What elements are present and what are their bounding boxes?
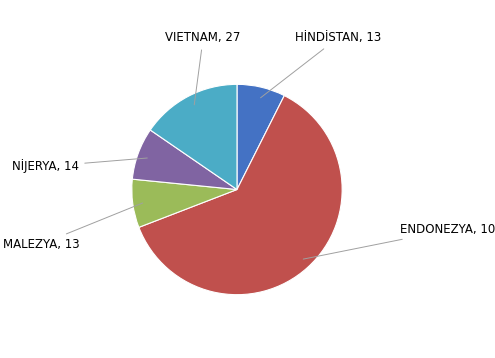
Wedge shape xyxy=(139,96,342,295)
Wedge shape xyxy=(237,84,284,189)
Wedge shape xyxy=(132,130,237,189)
Text: MALEZYA, 13: MALEZYA, 13 xyxy=(2,203,143,251)
Text: ENDONEZYA, 108: ENDONEZYA, 108 xyxy=(303,223,495,259)
Wedge shape xyxy=(150,84,237,189)
Text: NİJERYA, 14: NİJERYA, 14 xyxy=(12,158,148,173)
Text: VIETNAM, 27: VIETNAM, 27 xyxy=(165,32,241,105)
Wedge shape xyxy=(132,179,237,227)
Text: HİNDİSTAN, 13: HİNDİSTAN, 13 xyxy=(260,32,381,98)
